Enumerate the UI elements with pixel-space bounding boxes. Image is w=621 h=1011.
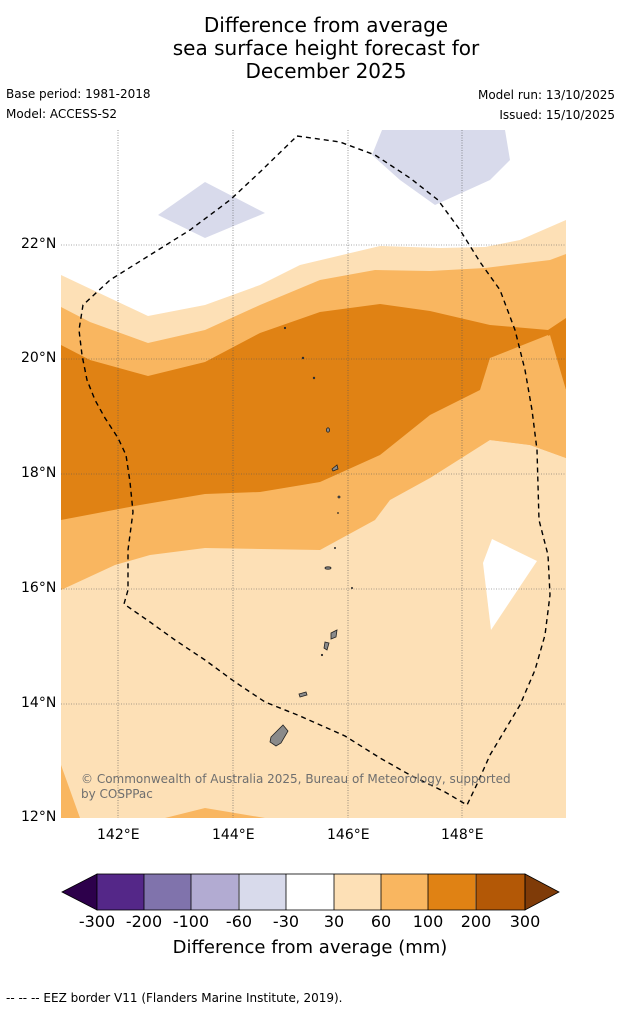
colorbar-label--200: -200 — [125, 912, 163, 931]
eez-border — [78, 135, 551, 806]
anomaly-band-neutral-southeast — [483, 539, 537, 630]
title-line-1: Difference from average — [203, 13, 449, 37]
colorbar-title: Difference from average (mm) — [172, 937, 448, 958]
colorbar-label--30: -30 — [272, 912, 300, 931]
guguan-island — [337, 512, 339, 514]
tinian-island — [323, 641, 330, 651]
lat-label-14n: 14°N — [21, 695, 57, 711]
copyright-line-2: by COSPPac — [81, 787, 153, 801]
lat-label-22n: 22°N — [21, 236, 57, 252]
saipan-island — [330, 629, 338, 640]
anomaly-band-negative-northeast — [372, 130, 510, 205]
anomaly-band-60-100-east — [480, 335, 566, 458]
colorbar-label--300: -300 — [78, 912, 116, 931]
graticule — [61, 130, 566, 818]
colorbar-label-100: 100 — [412, 912, 444, 931]
colorbar-label-300: 300 — [509, 912, 541, 931]
map-title: Difference from average sea surface heig… — [0, 14, 621, 83]
maug-island — [301, 356, 305, 360]
farallon-island — [283, 326, 287, 330]
colorbar-label-200: 200 — [460, 912, 492, 931]
anatahan-island — [324, 566, 332, 570]
colorbar-label-30: 30 — [323, 912, 345, 931]
model-name: Model: ACCESS-S2 — [6, 107, 118, 121]
islands — [269, 326, 353, 747]
lat-label-20n: 20°N — [21, 350, 57, 366]
sarigan-island — [333, 547, 336, 550]
title-line-3: December 2025 — [245, 59, 407, 83]
lon-label-148e: 148°E — [441, 827, 484, 843]
copyright-notice: © Commonwealth of Australia 2025, Bureau… — [81, 772, 511, 802]
colorbar-label--60: -60 — [225, 912, 253, 931]
colorbar-label--100: -100 — [172, 912, 210, 931]
copyright-line-1: © Commonwealth of Australia 2025, Bureau… — [81, 772, 511, 786]
base-period: Base period: 1981-2018 — [6, 87, 151, 101]
issued-date: Issued: 15/10/2025 — [499, 108, 615, 122]
agrihan-island — [325, 427, 330, 433]
anomaly-band-100-200 — [61, 304, 566, 520]
asuncion-island — [312, 376, 316, 380]
farallon-de-medinilla-island — [350, 587, 353, 590]
lon-label-146e: 146°E — [327, 827, 370, 843]
lat-label-16n: 16°N — [21, 580, 57, 596]
anomaly-band-negative-northwest — [158, 182, 265, 238]
colorbar-label-60: 60 — [370, 912, 392, 931]
rota-island — [298, 691, 308, 698]
alamagan-island — [337, 495, 341, 499]
title-line-2: sea surface height forecast for — [172, 36, 480, 60]
guam-island — [269, 724, 289, 747]
eez-footnote: -- -- -- EEZ border V11 (Flanders Marine… — [6, 991, 343, 1005]
lon-label-142e: 142°E — [97, 827, 140, 843]
lat-label-12n: 12°N — [21, 809, 57, 825]
pagan-island — [331, 464, 339, 472]
aguijan-island — [320, 653, 324, 657]
lon-label-144e: 144°E — [212, 827, 255, 843]
lat-label-18n: 18°N — [21, 465, 57, 481]
model-run: Model run: 13/10/2025 — [477, 88, 615, 102]
